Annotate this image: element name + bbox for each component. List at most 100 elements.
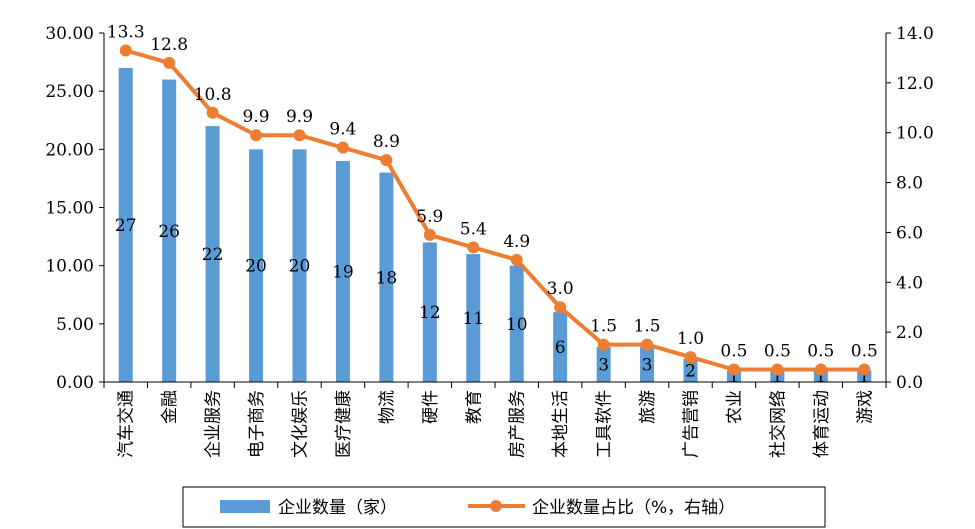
line-path xyxy=(125,48,865,372)
line-value-label: 9.9 xyxy=(286,107,313,127)
bar xyxy=(118,67,133,383)
category-label: 企业服务 xyxy=(204,390,224,458)
line-value-label: 13.3 xyxy=(107,22,145,42)
category-label: 本地生活 xyxy=(551,390,571,458)
bar-value-label: 19 xyxy=(332,262,354,282)
line-point xyxy=(510,253,523,266)
legend-bar-label: 企业数量（家） xyxy=(278,498,397,518)
bar xyxy=(379,172,394,382)
bar-value-label: 1 xyxy=(772,367,783,387)
line-point xyxy=(163,56,176,69)
bar xyxy=(857,370,872,382)
line-point xyxy=(858,363,871,376)
category-label: 体育运动 xyxy=(812,390,832,458)
right-tick-label: 4.0 xyxy=(896,273,923,293)
bar xyxy=(813,370,828,382)
category-label: 广告营销 xyxy=(682,390,702,458)
right-tick-label: 10.0 xyxy=(896,124,934,144)
right-tick-label: 2.0 xyxy=(896,323,923,343)
line-point xyxy=(206,106,219,119)
right-tick-label: 8.0 xyxy=(896,174,923,194)
bar-value-label: 26 xyxy=(158,222,180,242)
bar xyxy=(162,79,177,383)
bar xyxy=(640,347,655,382)
line-value-label: 12.8 xyxy=(150,35,188,55)
line-value-label: 1.5 xyxy=(634,317,661,337)
category-label: 教育 xyxy=(464,390,484,424)
category-label: 社交网络 xyxy=(768,390,788,458)
line-point xyxy=(423,228,436,241)
line-value-label: 10.8 xyxy=(194,85,232,105)
bar-value-label: 2 xyxy=(685,361,696,381)
left-axis-ticks: 0.00 5.00 10.00 15.00 20.00 25.00 30.00 xyxy=(45,24,104,393)
line-data-labels: 13.312.8 10.8 9.9 9.9 9.4 8.9 5.9 5.4 4.9 3.0 1.5 1… xyxy=(107,22,878,361)
line-point xyxy=(771,363,784,376)
left-tick-label: 20.00 xyxy=(45,140,94,160)
bar-value-label: 20 xyxy=(245,257,267,277)
category-label: 文化娱乐 xyxy=(291,390,311,458)
bar-value-label: 3 xyxy=(642,356,653,376)
category-label: 工具软件 xyxy=(595,390,615,458)
bar xyxy=(726,370,741,382)
line-point xyxy=(119,44,132,57)
line-value-label: 0.5 xyxy=(807,342,834,362)
bar-value-label: 12 xyxy=(419,303,441,323)
right-tick-label: 14.0 xyxy=(896,24,934,44)
right-tick-label: 6.0 xyxy=(896,223,923,243)
line-value-label: 0.5 xyxy=(720,342,747,362)
bar xyxy=(683,358,698,382)
line-value-label: 4.9 xyxy=(503,232,530,252)
bar-value-label: 1 xyxy=(729,367,740,387)
left-tick-label: 15.00 xyxy=(45,199,94,219)
line-value-label: 0.5 xyxy=(764,342,791,362)
right-tick-label: 0.0 xyxy=(896,373,923,393)
bar-value-label: 11 xyxy=(462,309,484,329)
right-tick-label: 12.0 xyxy=(896,74,934,94)
line-value-label: 1.0 xyxy=(677,329,704,349)
bar-value-label: 6 xyxy=(555,338,566,358)
category-label: 农业 xyxy=(725,390,745,424)
bar xyxy=(509,265,524,382)
bar-value-label: 1 xyxy=(815,367,826,387)
legend-line-label: 企业数量占比（%，右轴） xyxy=(532,498,735,518)
bar xyxy=(292,149,307,382)
category-label: 旅游 xyxy=(638,390,658,424)
bar-value-label: 18 xyxy=(376,268,398,288)
bar-value-label: 1 xyxy=(859,367,870,387)
left-tick-label: 0.00 xyxy=(56,373,94,393)
line-point xyxy=(467,241,480,254)
category-label: 物流 xyxy=(377,390,397,424)
line-point xyxy=(554,301,567,314)
bar xyxy=(205,126,220,382)
category-label: 汽车交通 xyxy=(117,390,137,458)
category-label: 硬件 xyxy=(421,390,441,424)
legend-line-marker xyxy=(490,500,502,512)
category-label: 电子商务 xyxy=(247,390,267,458)
bar xyxy=(249,149,264,382)
line-point xyxy=(727,363,740,376)
category-label: 金融 xyxy=(160,390,180,424)
legend-bar-swatch xyxy=(220,500,270,513)
line-value-label: 9.9 xyxy=(243,107,270,127)
left-tick-label: 25.00 xyxy=(45,82,94,102)
bar xyxy=(596,347,611,382)
bar-series xyxy=(118,67,872,383)
line-series xyxy=(119,44,871,376)
bar xyxy=(553,312,568,382)
line-point xyxy=(641,338,654,351)
line-value-label: 8.9 xyxy=(373,132,400,152)
category-label: 医疗健康 xyxy=(334,390,354,458)
bar xyxy=(335,160,350,382)
line-value-label: 3.0 xyxy=(547,279,574,299)
bar xyxy=(466,254,481,382)
legend: 企业数量（家） 企业数量占比（%，右轴） xyxy=(182,486,826,528)
legend-box xyxy=(182,486,826,528)
bar xyxy=(422,242,437,382)
bar-value-label: 27 xyxy=(115,216,137,236)
category-labels: 汽车交通 金融 企业服务 电子商务 文化娱乐 医疗健康 物流 硬件 教育 房产服务 本地生活 工具软件… xyxy=(117,390,876,458)
line-value-label: 9.4 xyxy=(329,120,356,140)
line-point xyxy=(336,141,349,154)
line-value-label: 5.4 xyxy=(460,219,487,239)
line-point xyxy=(814,363,827,376)
